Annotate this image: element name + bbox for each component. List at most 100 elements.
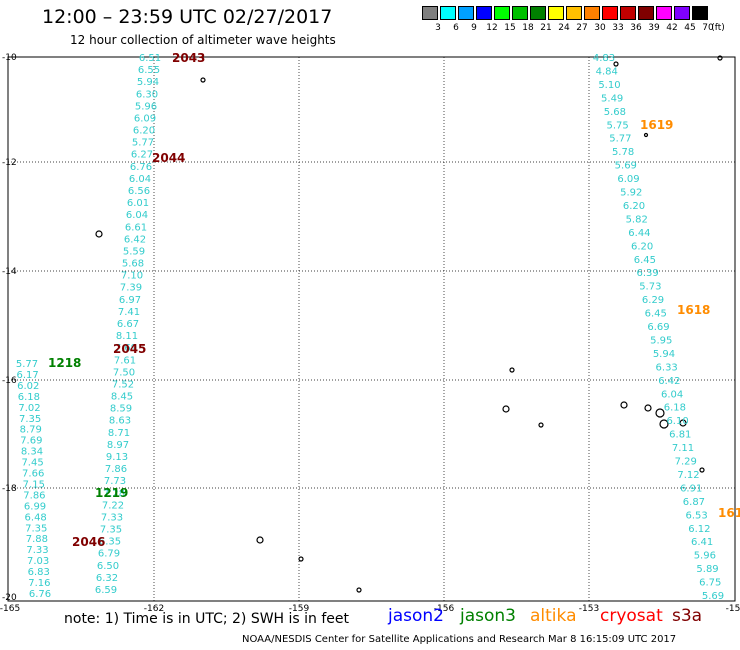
altimeter-tracks: 6.516.555.946.305.966.096.205.776.276.76…	[16, 53, 724, 602]
legend-label: 33	[612, 23, 624, 33]
track-b-value: 7.16	[28, 578, 50, 589]
lon-label: -15	[726, 604, 740, 614]
legend-swatch	[458, 6, 474, 20]
track-a-value: 5.68	[122, 259, 144, 270]
pass-time-label: 1218	[48, 356, 81, 370]
lat-lon-grid	[8, 57, 735, 601]
legend-label: 15	[504, 23, 516, 33]
pass-time-labels: 2043 2044 2045 2046 1218 1219 1619 1618 161	[48, 51, 740, 549]
track-a-value: 6.30	[136, 89, 158, 100]
track-c-value: 4.84	[596, 66, 618, 77]
lat-label: -12	[2, 158, 17, 168]
track-c-value: 5.94	[653, 349, 675, 360]
track-c-value: 6.09	[617, 174, 639, 185]
lon-label: -162	[144, 604, 164, 614]
legend-swatch	[656, 6, 672, 20]
track-a-value: 6.50	[97, 561, 119, 572]
island-outline	[613, 61, 619, 67]
track-a-value: 7.73	[104, 476, 126, 487]
track-a-value: 6.51	[139, 53, 161, 64]
track-a-value: 5.77	[132, 138, 154, 149]
track-c-value: 6.87	[683, 497, 705, 508]
track-a-value: 7.86	[105, 464, 127, 475]
legend-label: 18	[522, 23, 534, 33]
track-b-value: 7.69	[20, 436, 42, 447]
legend-swatch	[620, 6, 636, 20]
track-b-value: 6.17	[16, 370, 38, 381]
legend-swatch	[584, 6, 600, 20]
track-b-value: 6.99	[24, 501, 46, 512]
lon-label: -159	[289, 604, 310, 614]
legend-label: 6	[453, 23, 459, 33]
track-b-value: 7.45	[21, 458, 43, 469]
footnote: note: 1) Time is in UTC; 2) SWH is in fe…	[64, 611, 350, 627]
pass-time-label: 2043	[172, 51, 205, 65]
track-a-value: 8.63	[109, 416, 131, 427]
track-b-value: 6.83	[28, 567, 50, 578]
track-b-value: 5.77	[16, 359, 38, 370]
track-a-value: 7.10	[121, 271, 143, 282]
track-a-value: 6.55	[138, 65, 160, 76]
track-c-value: 6.12	[688, 524, 710, 535]
legend-swatch	[602, 6, 618, 20]
island-outline	[509, 367, 515, 373]
legend-swatch	[566, 6, 582, 20]
island-outline	[659, 419, 669, 429]
satellite-jason2: jason2	[388, 606, 444, 626]
legend-label: 70	[702, 23, 714, 33]
legend-swatch	[638, 6, 654, 20]
track-a-value: 8.59	[110, 404, 132, 415]
legend-label: 3	[435, 23, 441, 33]
track-b-value: 7.02	[18, 403, 40, 414]
track-a-value: 8.97	[107, 440, 129, 451]
track-b-value: 7.66	[22, 469, 44, 480]
track-a-value: 6.67	[117, 319, 139, 330]
island-outline	[256, 536, 264, 544]
legend-swatch	[512, 6, 528, 20]
color-legend: 3 6 9 12 15 18 21 24 27 30 33 36 39 42 45 70 (ft)	[422, 4, 739, 34]
legend-swatch	[476, 6, 492, 20]
track-a-value: 6.42	[124, 234, 146, 245]
track-a-value: 7.33	[101, 512, 123, 523]
legend-label: 39	[648, 23, 660, 33]
track-b-value: 7.35	[25, 523, 47, 534]
legend-label: 9	[471, 23, 477, 33]
track-c-value: 4.83	[593, 53, 615, 64]
island-outline	[95, 230, 103, 238]
track-c-value: 6.75	[699, 578, 721, 589]
track-c-value: 6.44	[628, 228, 650, 239]
pass-time-label: 1618	[677, 303, 710, 317]
page-subtitle: 12 hour collection of altimeter wave hei…	[70, 33, 336, 47]
track-a-value: 8.45	[111, 392, 133, 403]
track-c-value: 5.95	[650, 335, 672, 346]
track-a-value: 5.96	[135, 101, 157, 112]
track-c-value: 6.81	[669, 430, 691, 441]
track-a-value: 7.41	[118, 307, 140, 318]
track-c-value: 5.92	[620, 188, 642, 199]
island-outline	[679, 419, 687, 427]
track-c-value: 6.33	[656, 362, 678, 373]
track-c-value: 5.68	[604, 107, 626, 118]
island-outline	[717, 55, 723, 61]
track-b-value: 6.76	[29, 589, 51, 600]
track-a-value: 6.56	[128, 186, 150, 197]
track-c-value: 5.77	[609, 134, 631, 145]
track-c-value: 5.78	[612, 147, 634, 158]
track-b-value: 7.86	[23, 490, 45, 501]
track-c-value: 5.82	[626, 214, 648, 225]
island-outline	[298, 556, 304, 562]
track-a-value: 6.01	[127, 198, 149, 209]
track-a-value: 7.69	[115, 343, 137, 354]
pass-time-label: 2044	[152, 151, 185, 165]
track-c-value: 6.39	[636, 268, 658, 279]
lat-label: -18	[2, 484, 17, 494]
track-a-value: 6.61	[125, 222, 147, 233]
track-a-value: 6.27	[131, 150, 153, 161]
legend-swatch	[530, 6, 546, 20]
track-c-value: 5.73	[639, 282, 661, 293]
island-outline	[356, 587, 362, 593]
pass-time-label: 1619	[640, 118, 673, 132]
island-outline	[538, 422, 544, 428]
legend-label: 42	[666, 23, 678, 33]
